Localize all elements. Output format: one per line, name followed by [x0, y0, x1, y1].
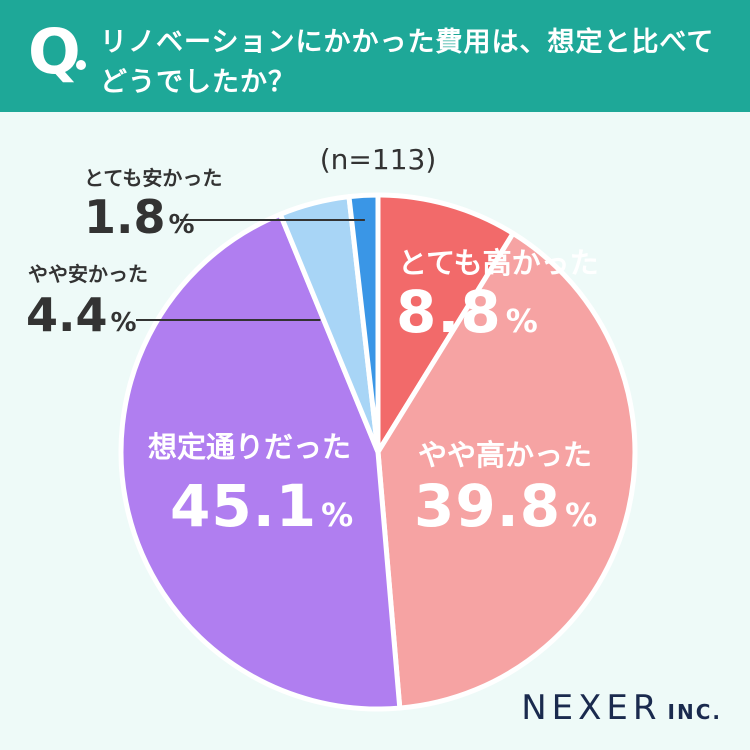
slice-value-very-cheap: 1.8%	[84, 190, 195, 244]
sample-size: (n=113)	[319, 143, 437, 176]
question-text-line-2: どうでしたか？	[100, 67, 296, 98]
slice-label-very-expensive: とても高かった	[398, 246, 599, 280]
slice-label-somewhat-cheap: やや安かった	[28, 262, 148, 286]
slice-very-expensive	[375, 192, 516, 455]
slice-label-somewhat-expensive: やや高かった	[418, 438, 593, 472]
question-text-line-1: リノベーションにかかった費用は、想定と比べて	[100, 27, 715, 58]
slice-value-as-expected: 45.1%	[170, 472, 355, 540]
slice-value-somewhat-cheap: 4.4%	[26, 288, 137, 342]
question-mark: Q	[28, 15, 81, 88]
brand-logo: NEXER INC.	[521, 688, 722, 728]
question-header: Q リノベーションにかかった費用は、想定と比べて どうでしたか？	[0, 0, 750, 112]
slice-label-very-cheap: とても安かった	[84, 166, 223, 190]
question-mark-dot	[76, 60, 86, 70]
slice-value-somewhat-expensive: 39.8%	[414, 472, 599, 540]
slice-label-as-expected: 想定通りだった	[148, 430, 352, 464]
slice-value-very-expensive: 8.8%	[396, 278, 539, 346]
slice-very-cheap	[346, 192, 381, 455]
slice-somewhat-expensive	[375, 230, 638, 711]
